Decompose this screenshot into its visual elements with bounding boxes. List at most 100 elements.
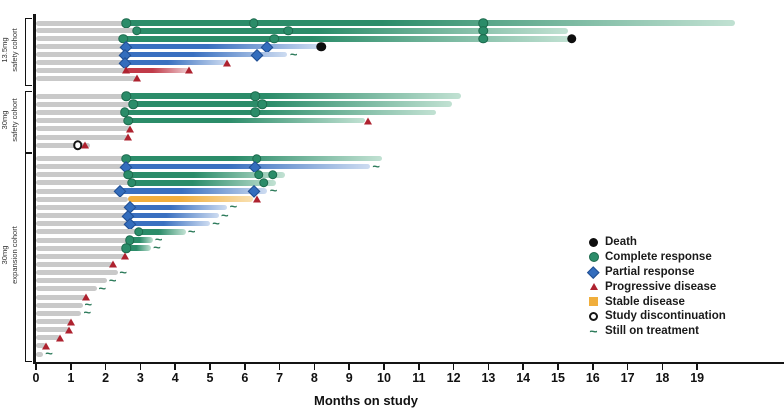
- x-axis-title: Months on study: [314, 393, 418, 408]
- legend-marker: [586, 311, 601, 322]
- x-axis-tick: [348, 364, 350, 370]
- swimmer-bar: [129, 220, 210, 227]
- x-axis-tick-label: 6: [241, 371, 249, 385]
- x-axis-tick: [70, 364, 72, 370]
- x-axis-tick-label: 4: [171, 371, 179, 385]
- pretreatment-bar: [36, 253, 125, 259]
- legend-marker: [586, 237, 601, 247]
- x-axis-tick: [522, 364, 524, 370]
- pretreatment-bar: [36, 286, 97, 292]
- pretreatment-bar: [36, 142, 90, 148]
- x-axis-tick: [487, 364, 490, 370]
- pretreatment-bar: [36, 188, 120, 194]
- marker-complete-response-icon: [121, 243, 132, 253]
- x-axis-tick-label: 13: [481, 371, 496, 385]
- x-axis-tick: [418, 364, 420, 370]
- marker-death-icon: [589, 237, 598, 247]
- legend-label: Still on treatment: [605, 325, 699, 338]
- x-axis-tick: [278, 364, 281, 370]
- x-axis-tick: [35, 364, 37, 370]
- x-axis-tick: [313, 364, 316, 370]
- pretreatment-bar: [36, 302, 83, 308]
- marker-partial-response-icon: [250, 48, 263, 61]
- swimmer-bar: [126, 43, 322, 50]
- marker-progressive-disease-icon: [125, 125, 134, 133]
- pretreatment-bar: [36, 93, 127, 99]
- cohort-label-30mg-expansion: 30mg expansion cohort: [0, 226, 19, 284]
- marker-progressive-disease-icon: [223, 59, 232, 66]
- marker-progressive-disease-icon: [108, 260, 117, 268]
- marker-complete-response-icon: [588, 252, 599, 263]
- marker-complete-response-icon: [259, 178, 269, 188]
- pretreatment-bar: [36, 126, 130, 132]
- pretreatment-bar: [36, 109, 125, 115]
- x-axis-tick-label: 14: [516, 371, 531, 385]
- legend-label: Stable disease: [605, 295, 685, 308]
- marker-complete-response-icon: [253, 170, 264, 180]
- x-axis-tick: [244, 364, 246, 370]
- swimmer-bar: [128, 196, 254, 203]
- pretreatment-bar: [36, 164, 127, 170]
- legend-label: Study discontinuation: [605, 310, 726, 323]
- swimmer-bar: [126, 245, 151, 251]
- x-axis-tick-label: 10: [377, 371, 391, 385]
- cohort-bracket: [25, 17, 32, 86]
- pretreatment-bar: [36, 204, 130, 210]
- x-axis-tick: [174, 364, 176, 370]
- marker-complete-response-icon: [478, 34, 488, 44]
- x-axis-tick: [626, 364, 629, 370]
- cohort-label-13-5mg-safety: 13.5mg safety cohort: [0, 28, 19, 72]
- pretreatment-bar: [36, 237, 130, 243]
- x-axis-tick: [696, 364, 698, 370]
- x-axis-tick-label: 9: [345, 371, 353, 385]
- legend-marker: [586, 283, 601, 291]
- swimmer-bar: [128, 117, 365, 124]
- pretreatment-bar: [36, 101, 134, 107]
- marker-death-icon: [316, 41, 327, 52]
- x-axis-tick-label: 19: [690, 371, 705, 385]
- pretreatment-bar: [36, 343, 47, 349]
- marker-progressive-disease-icon: [120, 252, 129, 260]
- pretreatment-bar: [36, 270, 118, 276]
- legend-item-ontx: ~ Still on treatment: [589, 323, 699, 340]
- pretreatment-bar: [36, 60, 125, 65]
- pretreatment-bar: [36, 180, 132, 186]
- swimmer-bar: [136, 28, 569, 34]
- swimmer-bar: [124, 51, 287, 58]
- marker-progressive-disease-icon: [589, 283, 598, 291]
- swimmer-bar: [126, 93, 461, 99]
- marker-complete-response-icon: [257, 99, 267, 109]
- legend-marker: [586, 252, 601, 263]
- pretreatment-bar: [36, 156, 127, 161]
- marker-complete-response-icon: [128, 99, 139, 109]
- x-axis-tick: [139, 364, 142, 370]
- x-axis-tick-label: 8: [310, 371, 318, 385]
- marker-progressive-disease-icon: [66, 318, 75, 325]
- marker-progressive-disease-icon: [80, 141, 89, 149]
- marker-complete-response-icon: [250, 107, 260, 118]
- marker-complete-response-icon: [133, 227, 144, 237]
- swimmer-bar: [128, 212, 219, 219]
- marker-complete-response-icon: [248, 18, 259, 28]
- marker-progressive-disease-icon: [364, 117, 373, 125]
- x-axis-tick-label: 7: [276, 371, 284, 385]
- legend-item-cr: Complete response: [586, 250, 726, 265]
- pretreatment-bar: [36, 52, 125, 58]
- marker-partial-response-icon: [587, 265, 600, 278]
- x-axis-tick: [104, 364, 107, 370]
- swimmer-bar: [133, 101, 452, 107]
- marker-stable-disease-icon: [589, 297, 598, 306]
- marker-progressive-disease-icon: [65, 326, 74, 334]
- legend-label: Complete response: [605, 251, 712, 264]
- pretreatment-bar: [36, 351, 43, 357]
- x-axis-tick-label: 17: [620, 371, 635, 385]
- swimmer-bar: [126, 67, 190, 74]
- swimmer-bar: [126, 163, 371, 170]
- pretreatment-bar: [36, 221, 130, 227]
- pretreatment-bar: [36, 172, 129, 178]
- legend-label: Partial response: [605, 265, 695, 278]
- x-axis-tick-label: 5: [206, 371, 214, 385]
- x-axis-tick: [209, 364, 211, 370]
- x-axis-tick-label: 12: [446, 371, 461, 385]
